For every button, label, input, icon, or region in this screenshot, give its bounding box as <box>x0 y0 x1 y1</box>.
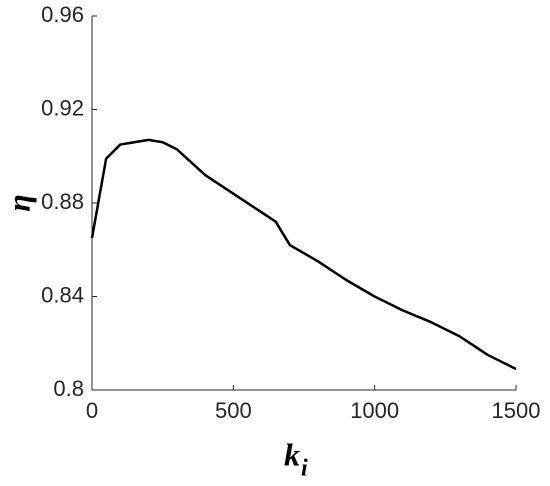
x-tick-label: 500 <box>215 398 252 423</box>
y-tick-label: 0.88 <box>41 189 84 214</box>
line <box>90 138 517 371</box>
x-axis-label: k <box>284 436 300 472</box>
y-tick-label: 0.8 <box>53 376 84 401</box>
y-tick-label: 0.96 <box>41 2 84 27</box>
y-tick-label: 0.92 <box>41 95 84 120</box>
x-tick-label: 0 <box>86 398 98 423</box>
x-axis-label-subscript: i <box>301 456 308 482</box>
x-tick-label: 1000 <box>350 398 399 423</box>
y-axis-label: η <box>0 194 36 212</box>
y-tick-label: 0.84 <box>41 282 84 307</box>
x-tick-label: 1500 <box>492 398 541 423</box>
